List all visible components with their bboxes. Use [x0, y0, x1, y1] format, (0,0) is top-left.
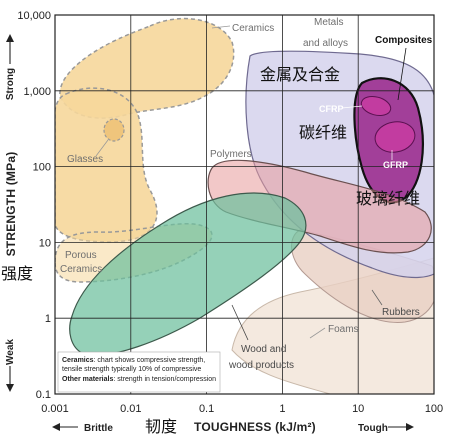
note-line3-bold: Other materials — [62, 376, 113, 383]
x-tick-label: 0.001 — [41, 403, 69, 415]
note-line1-bold: Ceramics — [62, 357, 94, 364]
label-composites: Composites — [375, 35, 433, 46]
y-high-label: Strong — [5, 68, 16, 100]
x-low-label: Brittle — [84, 423, 113, 434]
y-label-cn: 强度 — [1, 264, 33, 283]
x-tick-label: 0.1 — [199, 403, 214, 415]
label-porous-line2: Ceramics — [60, 264, 102, 275]
note-line1-rest: : chart shows compressive strength, — [94, 357, 206, 364]
label-ceramics: Ceramics — [232, 23, 274, 34]
label-wood-line2: wood products — [228, 360, 294, 371]
label-cfrp: CFRP — [319, 104, 344, 114]
label-metals-line1: Metals — [314, 17, 343, 28]
label-metals-cn: 金属及合金 — [260, 65, 340, 84]
label-gfrp: GFRP — [383, 160, 408, 170]
composites-leader-line — [397, 47, 407, 101]
label-wood-line1: Wood and — [241, 344, 286, 355]
label-gfrp-cn: 玻璃纤维 — [356, 189, 420, 208]
y-up-arrow-icon — [6, 34, 14, 42]
wood-leader-line — [231, 304, 249, 341]
y-axis-title: STRENGTH (MPa) — [4, 152, 18, 257]
y-tick-label: 0.1 — [36, 389, 51, 401]
x-tick-labels: 0.001 0.01 0.1 1 10 100 — [41, 403, 443, 415]
note-line2: tensile strength typically 10% of compre… — [62, 366, 201, 373]
x-right-arrow-icon — [406, 423, 414, 431]
y-tick-label: 10,000 — [17, 10, 51, 22]
label-metals-line2: and alloys — [303, 38, 348, 49]
x-label-cn: 韧度 — [145, 417, 177, 436]
label-glasses: Glasses — [67, 154, 103, 165]
x-high-label: Tough — [358, 423, 388, 434]
glasses-inner-blob — [103, 118, 125, 142]
ceramics-leader-line — [211, 25, 231, 29]
x-tick-label: 10 — [352, 403, 364, 415]
note-box-background — [57, 351, 221, 393]
grid-lines — [55, 15, 434, 394]
label-polymers: Polymers — [210, 149, 252, 160]
note-line3-rest: : strength in tension/compression — [113, 376, 216, 383]
x-left-arrow-icon — [52, 423, 60, 431]
y-tick-label: 10 — [39, 237, 51, 249]
note-line1: Ceramics: chart shows compressive streng… — [62, 357, 205, 364]
y-tick-label: 1 — [45, 313, 51, 325]
plot-frame — [54, 14, 435, 395]
note-box: Ceramics: chart shows compressive streng… — [57, 351, 221, 393]
y-low-label: Weak — [5, 339, 16, 365]
region-labels: Ceramics Metals and alloys 金属及合金 Composi… — [60, 17, 433, 371]
x-tick-label: 1 — [279, 403, 285, 415]
label-rubbers: Rubbers — [382, 307, 420, 318]
x-axis-title: TOUGHNESS (kJ/m²) — [194, 420, 316, 434]
label-cfrp-cn: 碳纤维 — [299, 123, 347, 142]
y-tick-label: 100 — [33, 162, 51, 174]
axis-decorations: STRENGTH (MPa) Strong Weak 强度 Brittle 韧度… — [1, 34, 414, 436]
x-tick-label: 100 — [425, 403, 443, 415]
cfrp-leader-line — [341, 105, 363, 109]
y-tick-labels: 10,000 1,000 100 10 1 0.1 — [17, 10, 51, 401]
region-cfrp — [360, 95, 392, 117]
label-foams: Foams — [328, 324, 359, 335]
y-down-arrow-icon — [6, 384, 14, 392]
material-regions — [55, 17, 434, 394]
foams-leader-line — [309, 327, 326, 339]
y-tick-label: 1,000 — [23, 86, 51, 98]
rubbers-leader-line — [371, 289, 383, 306]
x-tick-label: 0.01 — [120, 403, 141, 415]
note-line3: Other materials: strength in tension/com… — [62, 376, 216, 383]
glasses-leader-line — [95, 139, 109, 157]
region-gfrp — [374, 121, 416, 153]
label-porous-line1: Porous — [65, 250, 97, 261]
